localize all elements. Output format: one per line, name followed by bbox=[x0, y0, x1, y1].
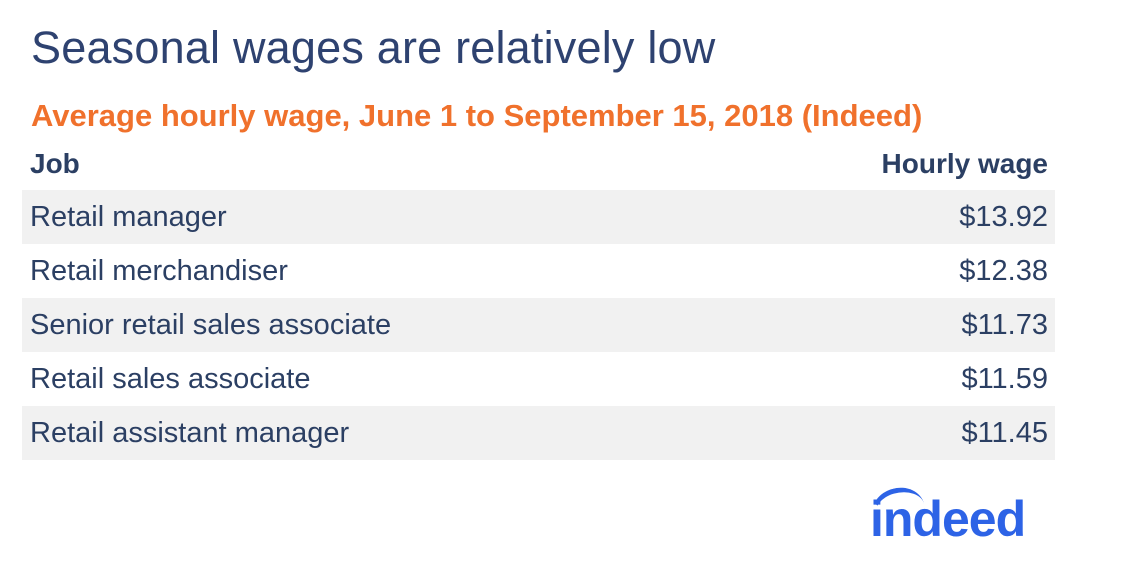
wage-cell: $13.92 bbox=[959, 200, 1048, 233]
wage-cell: $11.45 bbox=[961, 416, 1048, 449]
indeed-logo: indeed bbox=[870, 491, 1026, 547]
table-row: Retail manager $13.92 bbox=[22, 190, 1055, 244]
table-row: Retail sales associate $11.59 bbox=[22, 352, 1055, 406]
wage-cell: $12.38 bbox=[959, 254, 1048, 287]
table-row: Retail merchandiser $12.38 bbox=[22, 244, 1055, 298]
job-cell: Senior retail sales associate bbox=[30, 308, 392, 341]
chart-subtitle: Average hourly wage, June 1 to September… bbox=[31, 98, 923, 133]
wage-cell: $11.73 bbox=[961, 308, 1048, 341]
column-header-hourly-wage: Hourly wage bbox=[881, 148, 1048, 179]
table-row: Senior retail sales associate $11.73 bbox=[22, 298, 1055, 352]
job-cell: Retail sales associate bbox=[30, 362, 311, 395]
job-cell: Retail assistant manager bbox=[30, 416, 350, 449]
wage-table: Retail manager $13.92 Retail merchandise… bbox=[22, 190, 1055, 460]
job-cell: Retail manager bbox=[30, 200, 227, 233]
job-cell: Retail merchandiser bbox=[30, 254, 288, 287]
table-row: Retail assistant manager $11.45 bbox=[22, 406, 1055, 460]
column-header-job: Job bbox=[30, 148, 80, 179]
wage-cell: $11.59 bbox=[961, 362, 1048, 395]
chart-title: Seasonal wages are relatively low bbox=[31, 22, 716, 73]
